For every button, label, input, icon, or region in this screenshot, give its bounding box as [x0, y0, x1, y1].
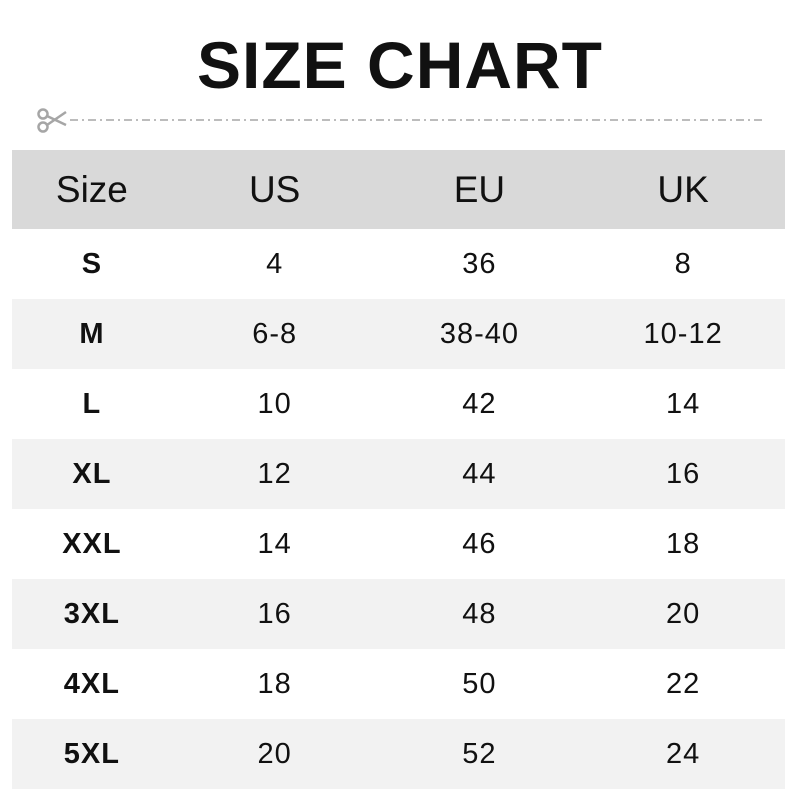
- cell-us: 14: [257, 527, 292, 560]
- cell-eu: 50: [462, 667, 497, 700]
- cell-uk: 22: [666, 667, 701, 700]
- cell-size: 4XL: [63, 667, 120, 700]
- cell-eu: 36: [462, 247, 497, 280]
- cell-us: 12: [257, 457, 292, 490]
- cell-us: 6-8: [252, 317, 298, 350]
- column-header-uk: UK: [657, 168, 709, 210]
- cell-uk: 14: [666, 387, 701, 420]
- cell-uk: 10-12: [643, 317, 723, 350]
- column-header-size: Size: [55, 168, 128, 210]
- cell-uk: 20: [666, 597, 701, 630]
- cell-uk: 16: [666, 457, 701, 490]
- size-table: Size US EU UK S 4 36 8 M 6-8 38-40 10-12 L 10 42 14…: [12, 150, 785, 789]
- column-header-us: US: [248, 168, 301, 210]
- cell-us: 4: [266, 247, 284, 280]
- table-row: 3XL 16 48 20: [12, 579, 785, 649]
- cell-size: 3XL: [63, 597, 120, 630]
- cell-eu: 46: [462, 527, 497, 560]
- column-header-eu: EU: [453, 168, 506, 210]
- table-header-row: Size US EU UK: [12, 150, 785, 229]
- cell-us: 18: [257, 667, 292, 700]
- table-row: 5XL 20 52 24: [12, 719, 785, 789]
- cell-eu: 44: [462, 457, 497, 490]
- table-row: XL 12 44 16: [12, 439, 785, 509]
- cut-line: [37, 108, 766, 133]
- table-row: L 10 42 14: [12, 369, 785, 439]
- cell-size: S: [81, 247, 103, 280]
- cell-size: L: [82, 387, 102, 420]
- cell-size: XL: [72, 457, 112, 490]
- cell-uk: 24: [666, 737, 701, 770]
- cell-size: M: [79, 317, 105, 350]
- cell-us: 20: [257, 737, 292, 770]
- cell-eu: 48: [462, 597, 497, 630]
- cell-uk: 18: [666, 527, 701, 560]
- cell-eu: 52: [462, 737, 497, 770]
- page-title: SIZE CHART: [197, 28, 603, 102]
- table-row: S 4 36 8: [12, 229, 785, 299]
- cell-uk: 8: [674, 247, 692, 280]
- scissors-icon: [37, 108, 67, 133]
- cell-size: 5XL: [63, 737, 120, 770]
- cell-eu: 42: [462, 387, 497, 420]
- cell-us: 10: [257, 387, 292, 420]
- table-row: 4XL 18 50 22: [12, 649, 785, 719]
- cell-us: 16: [257, 597, 292, 630]
- table-row: XXL 14 46 18: [12, 509, 785, 579]
- cell-eu: 38-40: [439, 317, 519, 350]
- cell-size: XXL: [62, 527, 122, 560]
- table-row: M 6-8 38-40 10-12: [12, 299, 785, 369]
